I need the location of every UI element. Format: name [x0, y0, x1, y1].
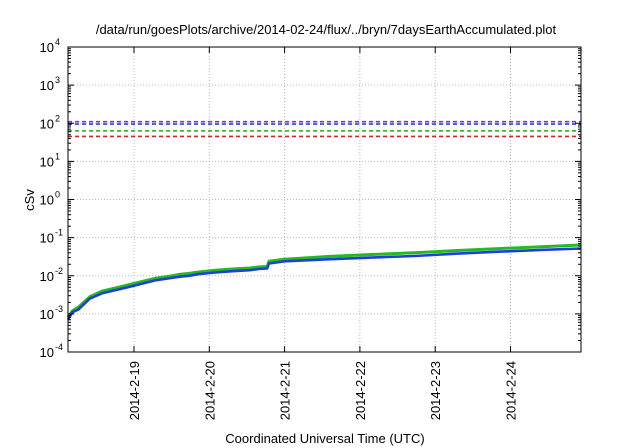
chart-title: /data/run/goesPlots/archive/2014-02-24/f… [96, 22, 557, 37]
y-tick-exponent: -1 [55, 228, 63, 238]
x-tick-label: 2014-2-20 [202, 361, 217, 420]
y-tick-label: 10 [40, 193, 54, 208]
y-tick-label: 10 [40, 345, 54, 360]
y-tick-label: 10 [40, 78, 54, 93]
y-tick-exponent: -3 [55, 304, 63, 314]
series-line [66, 247, 581, 321]
y-axis-label: cSv [22, 189, 37, 211]
y-tick-exponent: 2 [55, 113, 60, 123]
y-tick-label: 10 [40, 307, 54, 322]
y-tick-label: 10 [40, 154, 54, 169]
x-axis-ticks: 2014-2-19 2014-2-20 2014-2-21 2014-2-22 2014… [127, 47, 519, 420]
y-tick-exponent: 4 [55, 37, 60, 47]
x-tick-label: 2014-2-21 [278, 361, 293, 420]
threshold-lines [68, 120, 581, 138]
plot-frame [67, 46, 582, 353]
y-tick-label: 10 [40, 116, 54, 131]
y-tick-exponent: 0 [55, 190, 60, 200]
y-tick-label: 10 [40, 231, 54, 246]
y-tick-exponent: 1 [55, 151, 60, 161]
x-tick-label: 2014-2-22 [353, 361, 368, 420]
series-line [66, 243, 581, 319]
x-tick-label: 2014-2-19 [127, 361, 142, 420]
y-tick-label: 10 [40, 269, 54, 284]
y-tick-label: 10 [40, 40, 54, 55]
x-tick-label: 2014-2-23 [428, 361, 443, 420]
x-axis-label: Coordinated Universal Time (UTC) [225, 431, 424, 446]
y-tick-exponent: 3 [55, 75, 60, 85]
y-tick-exponent: -2 [55, 266, 63, 276]
x-tick-label: 2014-2-24 [504, 361, 519, 420]
grid [68, 47, 581, 352]
series-lines [66, 243, 581, 321]
y-tick-exponent: -4 [55, 342, 63, 352]
